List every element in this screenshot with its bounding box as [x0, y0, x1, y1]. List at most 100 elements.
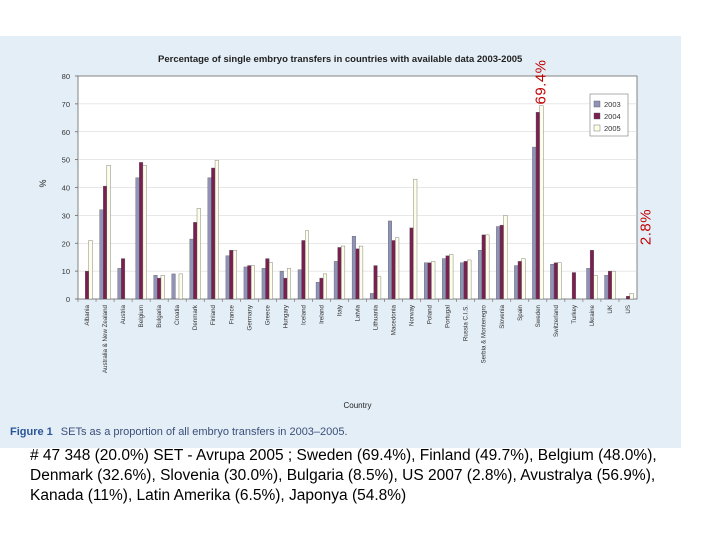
- bar-2005-17: [395, 237, 400, 300]
- bar-2005-21: [467, 259, 472, 300]
- bar-2005-12: [305, 230, 309, 300]
- x-axis-label: Country: [343, 401, 371, 410]
- bar-2004-28: [589, 250, 594, 300]
- bar-2005-14: [341, 245, 346, 300]
- bar-2003-24: [514, 265, 519, 300]
- x-tick-label: Lithuania: [373, 304, 380, 330]
- y-tick-label: 60: [62, 128, 70, 137]
- annotation-sweden-2005: 69.4%: [532, 59, 550, 105]
- bar-2003-19: [424, 262, 429, 300]
- bar-2004-13: [319, 277, 324, 300]
- bar-2003-16: [369, 293, 374, 300]
- bar-2005-16: [377, 276, 382, 300]
- bar-2003-22: [478, 250, 483, 300]
- x-tick-label: Norway: [409, 304, 416, 326]
- bar-2004-3: [139, 162, 144, 300]
- bar-2004-19: [427, 262, 432, 300]
- bar-2005-1: [106, 165, 111, 300]
- x-tick-label: Macedonia: [391, 304, 398, 335]
- figure-caption: Figure 1 SETs as a proportion of all embr…: [10, 426, 348, 438]
- figure-caption-prefix: Figure 1: [10, 426, 53, 438]
- bar-2004-10: [265, 258, 270, 300]
- bar-2005-8: [232, 250, 237, 300]
- bar-2003-9: [243, 266, 248, 300]
- x-tick-label: Germany: [246, 304, 253, 330]
- bar-2004-8: [229, 250, 234, 300]
- bar-2004-21: [463, 261, 468, 300]
- x-tick-label: Denmark: [192, 304, 199, 330]
- chart-title: Percentage of single embryo transfers in…: [158, 54, 523, 65]
- bar-2003-26: [550, 263, 555, 300]
- x-tick-label: Finland: [210, 304, 217, 325]
- x-tick-label: US: [625, 305, 632, 314]
- bar-chart: Percentage of single embryo transfers in…: [38, 54, 638, 410]
- bar-2005-29: [611, 270, 616, 300]
- bar-2005-15: [359, 245, 364, 300]
- bar-2003-23: [496, 226, 501, 300]
- bar-2004-12: [301, 240, 306, 300]
- legend-swatch-2005: [593, 124, 601, 132]
- bar-2004-0: [85, 270, 89, 300]
- bar-2004-20: [445, 255, 450, 300]
- bar-2003-1: [99, 209, 104, 300]
- y-tick-label: 0: [66, 295, 70, 304]
- legend-label-2004: 2004: [604, 112, 621, 121]
- legend-swatch-2004: [593, 112, 601, 120]
- bar-2005-4: [160, 275, 165, 300]
- bar-2003-20: [442, 258, 447, 300]
- x-tick-label: Latvia: [355, 304, 362, 321]
- x-ticks: Albania Australia & New Zealand Austria Bel…: [77, 299, 632, 373]
- legend-label-2005: 2005: [604, 124, 621, 133]
- bar-2003-28: [586, 268, 591, 300]
- y-tick-label: 30: [62, 211, 70, 220]
- bar-2003-6: [189, 238, 194, 300]
- y-ticks: 0 10 20 30 40 50 60 70 80: [62, 72, 78, 304]
- x-tick-label: Australia & New Zealand: [102, 304, 109, 373]
- bar-2004-16: [373, 265, 378, 300]
- bar-2003-14: [333, 261, 338, 300]
- bar-2005-9: [250, 265, 255, 300]
- bar-2003-29: [604, 275, 609, 300]
- bar-2003-2: [117, 268, 122, 300]
- bar-2005-25: [539, 105, 544, 300]
- bar-2003-17: [387, 220, 392, 300]
- bar-2003-7: [207, 177, 212, 300]
- bar-2005-0: [88, 240, 93, 300]
- bar-2004-15: [355, 248, 360, 300]
- x-tick-label: Italy: [336, 304, 343, 316]
- x-tick-label: Portugal: [445, 305, 452, 328]
- bar-2004-6: [193, 222, 198, 300]
- bar-2005-6: [196, 208, 201, 300]
- x-tick-label: Albania: [84, 304, 91, 325]
- bar-2004-18: [409, 227, 414, 300]
- x-tick-label: Austria: [120, 304, 127, 324]
- bar-2003-15: [351, 236, 356, 300]
- bar-2004-17: [391, 240, 396, 300]
- legend-label-2003: 2003: [604, 100, 621, 109]
- y-tick-label: 70: [62, 100, 70, 109]
- bar-2003-11: [279, 270, 284, 300]
- x-tick-label: Switzerland: [553, 304, 560, 337]
- bar-2004-23: [499, 224, 504, 300]
- bar-2004-9: [247, 265, 252, 300]
- bar-2005-24: [521, 258, 526, 300]
- bars: [85, 105, 634, 300]
- bar-2005-28: [593, 275, 598, 300]
- y-tick-label: 20: [62, 239, 70, 248]
- x-tick-label: Spain: [517, 304, 524, 320]
- bar-2003-25: [532, 146, 537, 300]
- y-tick-label: 80: [62, 72, 70, 81]
- bar-2005-20: [449, 254, 454, 300]
- bar-2003-12: [297, 269, 302, 300]
- bar-2003-3: [135, 177, 140, 300]
- bar-2005-30: [629, 293, 634, 300]
- bar-2004-27: [571, 272, 576, 300]
- x-tick-label: Russia C.I.S.: [463, 305, 470, 341]
- x-tick-label: Greece: [264, 304, 271, 325]
- x-tick-label: Turkey: [571, 304, 578, 324]
- bar-2004-1: [103, 185, 108, 300]
- bar-2003-10: [261, 268, 266, 300]
- x-tick-label: Ukraine: [589, 304, 596, 326]
- x-tick-label: Iceland: [300, 304, 307, 325]
- x-tick-label: Sweden: [535, 304, 542, 327]
